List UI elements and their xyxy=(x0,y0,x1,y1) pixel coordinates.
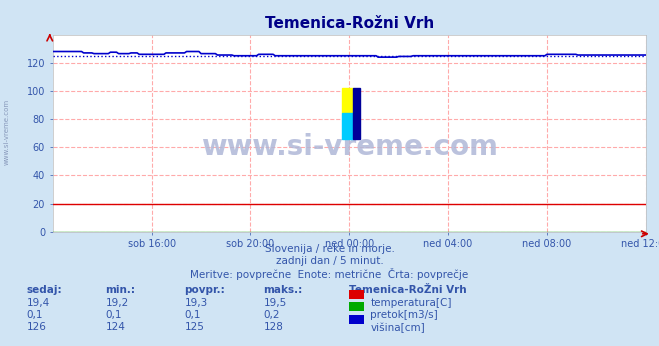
Text: Slovenija / reke in morje.: Slovenija / reke in morje. xyxy=(264,244,395,254)
Text: 128: 128 xyxy=(264,322,283,333)
Text: 0,1: 0,1 xyxy=(105,310,122,320)
Text: 0,1: 0,1 xyxy=(185,310,201,320)
Bar xyxy=(342,113,353,139)
Text: min.:: min.: xyxy=(105,285,136,295)
Bar xyxy=(353,88,360,139)
Text: www.si-vreme.com: www.si-vreme.com xyxy=(3,98,9,165)
Text: povpr.:: povpr.: xyxy=(185,285,225,295)
Title: Temenica-Rožni Vrh: Temenica-Rožni Vrh xyxy=(265,16,434,31)
Text: zadnji dan / 5 minut.: zadnji dan / 5 minut. xyxy=(275,256,384,266)
Text: 124: 124 xyxy=(105,322,125,333)
Text: Temenica-RoŽni Vrh: Temenica-RoŽni Vrh xyxy=(349,285,467,295)
Text: pretok[m3/s]: pretok[m3/s] xyxy=(370,310,438,320)
Text: sedaj:: sedaj: xyxy=(26,285,62,295)
Text: 19,2: 19,2 xyxy=(105,298,129,308)
Text: Meritve: povprečne  Enote: metrične  Črta: povprečje: Meritve: povprečne Enote: metrične Črta:… xyxy=(190,268,469,280)
Text: 19,4: 19,4 xyxy=(26,298,49,308)
Text: 0,1: 0,1 xyxy=(26,310,43,320)
Text: 0,2: 0,2 xyxy=(264,310,280,320)
Text: maks.:: maks.: xyxy=(264,285,303,295)
Text: 126: 126 xyxy=(26,322,46,333)
Text: višina[cm]: višina[cm] xyxy=(370,322,425,333)
Text: www.si-vreme.com: www.si-vreme.com xyxy=(201,133,498,161)
Text: temperatura[C]: temperatura[C] xyxy=(370,298,452,308)
Text: 125: 125 xyxy=(185,322,204,333)
Bar xyxy=(342,88,353,113)
Text: 19,5: 19,5 xyxy=(264,298,287,308)
Text: 19,3: 19,3 xyxy=(185,298,208,308)
